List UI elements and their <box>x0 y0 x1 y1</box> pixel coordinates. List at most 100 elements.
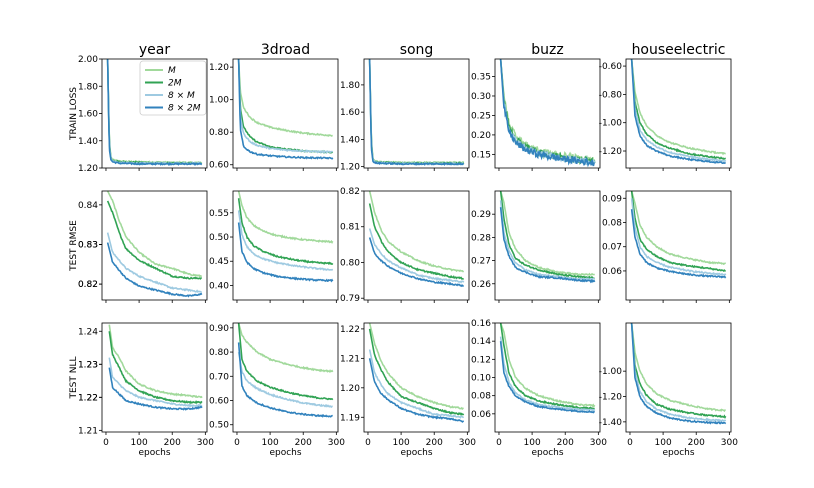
y-tick-label: 0.06 <box>602 267 622 277</box>
x-tick-label: 100 <box>655 438 672 448</box>
legend-label: 2M <box>168 79 182 89</box>
y-tick-label: 1.00 <box>209 96 229 106</box>
y-tick-label: 1.22 <box>78 393 98 403</box>
y-tick-label: 0.45 <box>209 257 229 267</box>
y-tick-label: 0.83 <box>78 241 98 251</box>
x-tick-label: 200 <box>164 438 181 448</box>
panel-song-0: 1.20 1.40 1.60 1.80 <box>340 58 470 173</box>
y-tick-label: 2.00 <box>78 55 98 65</box>
y-tick-label: 1.80 <box>340 81 360 91</box>
x-tick-label: 200 <box>426 438 443 448</box>
series-line-8M <box>368 59 465 166</box>
y-tick-label: 0.83 <box>78 241 98 251</box>
y-tick-label: 0.20 <box>471 131 491 141</box>
y-tick-label: 0.15 <box>471 150 491 160</box>
series-line-8M <box>499 336 596 412</box>
x-tick-label: 100 <box>262 438 279 448</box>
series-line-82M <box>368 358 465 423</box>
series-line-2M <box>237 198 334 266</box>
legend-label: 8 × M <box>168 91 195 101</box>
panel-title-buzz: buzz <box>531 42 563 58</box>
panel-title-song: song <box>400 42 434 58</box>
y-tick-label: 0.79 <box>340 294 360 304</box>
series-line-2M <box>368 59 465 166</box>
series-line-8M <box>499 200 595 282</box>
y-tick-label: 0.26 <box>471 280 491 290</box>
y-tick-label: 0.84 <box>78 201 98 211</box>
series-line-82M <box>630 323 727 425</box>
y-tick-label: 0.55 <box>209 209 229 219</box>
y-tick-label: 0.60 <box>209 161 229 171</box>
series-line-82M <box>630 209 727 279</box>
y-tick-label: -1.00 <box>599 119 623 129</box>
x-tick-label: 300 <box>590 438 607 448</box>
series-line-2M <box>368 203 464 280</box>
series-line-8M <box>108 357 203 408</box>
series-line-82M <box>237 222 334 283</box>
y-tick-label: 0.82 <box>78 280 98 290</box>
y-tick-label: 0.10 <box>471 374 491 384</box>
panel-year-0: 1.20 1.40 1.60 1.80 2.00 <box>78 55 208 174</box>
x-axis-label: epochs <box>662 448 694 458</box>
axes-frame <box>101 190 208 301</box>
y-tick-label: 0.60 <box>209 397 229 407</box>
series-line-M <box>108 324 203 399</box>
y-tick-label: 1.23 <box>78 360 98 370</box>
y-tick-label: 0.08 <box>471 392 491 402</box>
series-line-82M <box>499 59 595 168</box>
series-line-82M <box>108 367 203 411</box>
legend-box <box>139 60 207 116</box>
y-tick-label: 0.80 <box>209 348 229 358</box>
series-line-8M <box>237 210 334 271</box>
x-tick-label: 200 <box>295 438 312 448</box>
x-tick-label: 100 <box>131 438 148 448</box>
x-tick-label: 0 <box>627 438 633 448</box>
y-tick-label: 0.30 <box>471 92 491 102</box>
series-line-82M <box>499 341 595 414</box>
y-tick-label: 0.07 <box>602 243 622 253</box>
panel-houseelectric-2: -1.40 -1.20 -1.00 0 100 200 300 epochs <box>599 322 738 458</box>
series-line-8M <box>237 351 333 409</box>
y-tick-label: 0.80 <box>340 258 360 268</box>
y-tick-label: 0.82 <box>340 187 360 197</box>
series-line-2M <box>499 191 595 280</box>
x-axis-label: epochs <box>400 448 432 458</box>
y-tick-label: 0.12 <box>471 355 491 365</box>
panel-song-2: 1.19 1.20 1.21 1.22 0 100 200 300 epochs <box>340 322 476 458</box>
row-label-0: TRAIN LOSS <box>69 87 79 141</box>
x-tick-label: 200 <box>688 438 705 448</box>
y-tick-label: 1.20 <box>340 384 360 394</box>
panel-title-3droad: 3droad <box>261 42 310 58</box>
x-tick-label: 300 <box>721 438 738 448</box>
series-line-2M <box>368 328 465 417</box>
axes-frame <box>494 58 601 169</box>
y-tick-label: 1.21 <box>340 354 360 364</box>
y-tick-label: 1.20 <box>78 164 98 174</box>
series-line-8M <box>630 198 727 276</box>
y-tick-label: 1.60 <box>340 108 360 118</box>
x-axis-label: epochs <box>269 448 301 458</box>
y-tick-label: 1.19 <box>340 413 360 423</box>
series-line-82M <box>368 237 464 288</box>
series-line-2M <box>630 59 726 160</box>
y-tick-label: 0.70 <box>209 372 229 382</box>
y-tick-label: 1.40 <box>340 135 360 145</box>
series-line-M <box>237 323 334 373</box>
series-line-2M <box>237 59 334 154</box>
y-tick-label: 0.50 <box>209 233 229 243</box>
axes-frame <box>625 322 732 433</box>
series-line-2M <box>499 323 595 410</box>
series-line-M <box>368 59 465 165</box>
y-tick-label: 1.20 <box>340 163 360 173</box>
x-tick-label: 300 <box>197 438 214 448</box>
panel-buzz-0: 0.15 0.20 0.25 0.30 0.35 <box>471 58 601 171</box>
panel-3droad-1: 0.40 0.45 0.50 0.55 <box>209 190 339 303</box>
x-tick-label: 100 <box>524 438 541 448</box>
panel-title-houseelectric: houseelectric <box>632 42 726 58</box>
y-tick-label: 0.16 <box>471 319 491 329</box>
series-line-M <box>499 59 596 165</box>
legend-label: 8 × 2M <box>168 104 201 114</box>
series-line-8M <box>630 323 727 423</box>
